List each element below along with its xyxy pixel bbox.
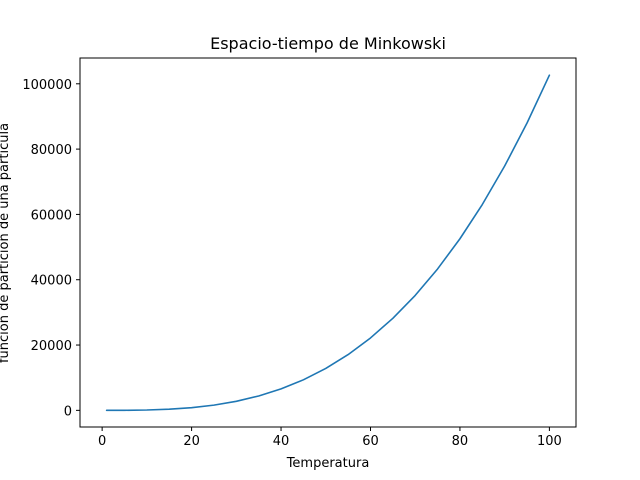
y-axis-label: función de partición de una partícula [0,123,12,363]
x-tick-label: 60 [362,434,379,449]
series-line [105,74,551,412]
x-tick-label: 0 [98,434,106,449]
chart-title: Espacio-tiempo de Minkowski [210,34,446,53]
plot-area: 0 20 40 60 80 100 0 20000 40000 60000 80000 100000 [22,57,577,449]
x-tick-label: 40 [273,434,290,449]
y-tick-label: 80000 [31,143,72,158]
y-tick-label: 60000 [31,208,72,223]
y-tick-label: 100000 [22,78,72,93]
x-tick-label: 80 [452,434,469,449]
x-axis-label: Temperatura [286,456,370,471]
y-tick-label: 0 [64,404,72,419]
plot-frame [79,57,577,428]
y-tick-label: 20000 [31,339,72,354]
y-tick-label: 40000 [31,274,72,289]
x-tick-label: 20 [183,434,200,449]
x-tick-label: 100 [537,434,562,449]
